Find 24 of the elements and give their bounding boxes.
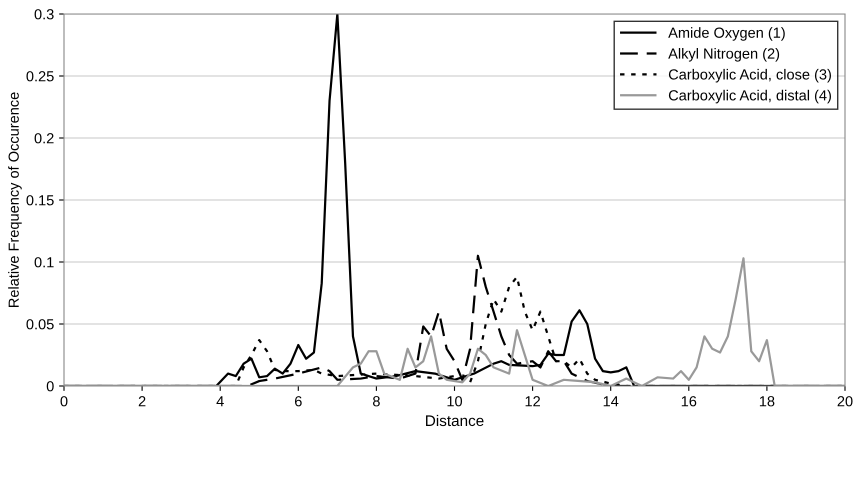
x-tick-label: 6 xyxy=(294,396,302,406)
legend-label: Amide Oxygen (1) xyxy=(668,27,785,41)
legend-label: Carboxylic Acid, distal (4) xyxy=(668,90,831,104)
y-axis-title: Relative Frequency of Occurence xyxy=(8,92,22,308)
y-tick-label: 0.1 xyxy=(34,257,54,268)
y-tick-label: 0.05 xyxy=(26,319,54,330)
x-tick-label: 20 xyxy=(838,396,853,406)
y-tick-label: 0.2 xyxy=(34,133,54,144)
y-tick-label: 0 xyxy=(46,381,54,392)
y-tick-label: 0.25 xyxy=(26,71,54,82)
x-tick-label: 2 xyxy=(138,396,146,406)
y-tick-label: 0.3 xyxy=(34,9,54,20)
legend-label: Carboxylic Acid, close (3) xyxy=(668,68,831,82)
x-tick-label: 10 xyxy=(448,396,462,406)
x-tick-label: 14 xyxy=(604,396,618,406)
x-tick-label: 8 xyxy=(372,396,380,406)
x-tick-label: 16 xyxy=(682,396,696,406)
x-axis-title: Distance xyxy=(426,414,484,426)
x-tick-label: 4 xyxy=(216,396,224,406)
x-tick-label: 18 xyxy=(760,396,774,406)
y-tick-label: 0.15 xyxy=(26,195,54,206)
x-tick-label: 0 xyxy=(60,396,68,406)
x-tick-label: 12 xyxy=(526,396,540,406)
legend-label: Alkyl Nitrogen (2) xyxy=(668,48,780,62)
